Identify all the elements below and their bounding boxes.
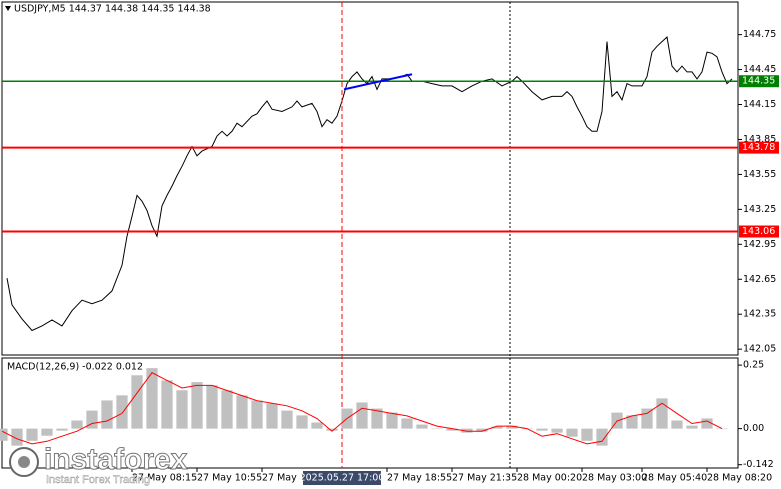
y-tick-label: 0.00 <box>743 423 764 434</box>
level-label: 144.35 <box>742 76 775 87</box>
y-tick-label: 143.55 <box>743 169 776 180</box>
y-tick-label: 0.25 <box>743 360 764 371</box>
histogram-bar <box>506 425 518 429</box>
histogram-bar <box>251 400 263 429</box>
histogram-bar <box>446 428 458 431</box>
time-highlight-label: 2025.05.27 17:00 <box>300 473 385 484</box>
level-label-box <box>739 225 779 238</box>
histogram-bar <box>626 415 638 429</box>
histogram-bar <box>581 428 593 441</box>
x-tick-label: 28 May 05:40 <box>642 473 707 484</box>
signal-line <box>1 372 723 445</box>
level-label: 143.78 <box>742 142 775 153</box>
y-tick-label: 143.85 <box>743 134 776 145</box>
histogram-bar <box>536 428 548 431</box>
histogram-bar <box>116 395 128 429</box>
main-plot-frame <box>1 1 739 356</box>
level-label-box <box>739 75 779 88</box>
x-tick-label: 27 May 13:35 <box>262 473 327 484</box>
histogram-bar <box>416 424 428 429</box>
histogram-bar <box>356 402 368 429</box>
histogram-bar <box>551 428 563 433</box>
histogram-bar <box>476 428 488 432</box>
histogram-bar <box>596 428 608 446</box>
histogram-bar <box>266 403 278 429</box>
histogram-bar <box>641 408 653 429</box>
level-label: 143.06 <box>742 226 775 237</box>
histogram-bar <box>221 390 233 429</box>
y-tick-label: 142.05 <box>743 344 776 355</box>
histogram-bar <box>131 375 143 429</box>
x-tick-label: 27 May 08:15 <box>132 473 197 484</box>
histogram-bar <box>56 428 68 431</box>
histogram-bar <box>371 408 383 429</box>
x-tick-label: 27 May 21:35 <box>452 473 517 484</box>
watermark-logo-core <box>18 456 30 468</box>
x-tick-label: 28 May 00:20 <box>517 473 582 484</box>
chart-title: USDJPY,M5 144.37 144.38 144.35 144.38 <box>14 4 211 15</box>
y-tick-label: -0.142 <box>743 459 774 470</box>
macd-plot-frame <box>1 357 739 469</box>
histogram-bar <box>701 418 713 429</box>
menu-arrow <box>5 6 11 11</box>
watermark-tagline: Instant Forex Trading <box>46 474 150 486</box>
y-tick-label: 142.65 <box>743 274 776 285</box>
x-tick-label: 28 May 08:20 <box>707 473 772 484</box>
histogram-bar <box>491 426 503 429</box>
y-tick-label: 142.95 <box>743 239 776 250</box>
histogram-bar <box>206 385 218 429</box>
histogram-bar <box>281 410 293 429</box>
time-highlight-box <box>303 471 381 485</box>
histogram-bar <box>671 420 683 429</box>
histogram-bar <box>461 428 473 433</box>
macd-title: MACD(12,26,9) -0.022 0.012 <box>7 362 143 373</box>
histogram-bar <box>41 428 53 436</box>
histogram-bar <box>191 382 203 429</box>
histogram-bar <box>716 428 728 430</box>
y-tick-label: 143.25 <box>743 204 776 215</box>
histogram-bar <box>296 415 308 429</box>
histogram-bar <box>326 428 338 431</box>
histogram-bar <box>401 418 413 429</box>
y-tick-label: 144.75 <box>743 29 776 40</box>
histogram-bar <box>656 398 668 429</box>
level-label-box <box>739 141 779 154</box>
histogram-bar <box>311 422 323 429</box>
histogram-bar <box>566 428 578 437</box>
trendline <box>343 73 413 91</box>
y-tick-label: 144.45 <box>743 64 776 75</box>
histogram-bar <box>431 428 443 430</box>
histogram-bar <box>71 420 83 429</box>
histogram-bar <box>86 410 98 429</box>
histogram-bar <box>146 368 158 429</box>
y-tick-label: 144.15 <box>743 99 776 110</box>
watermark-brand: instaforex <box>44 443 188 476</box>
histogram-bar <box>26 428 38 441</box>
y-tick-label: 142.35 <box>743 309 776 320</box>
histogram-bar <box>11 428 23 446</box>
x-tick-label: 28 May 03:00 <box>582 473 647 484</box>
histogram-bar <box>236 395 248 429</box>
histogram-bar <box>386 412 398 429</box>
histogram-bar <box>0 428 8 441</box>
histogram-bar <box>101 400 113 429</box>
histogram-bar <box>161 380 173 429</box>
histogram-bar <box>686 425 698 429</box>
x-tick-label: 27 May 18:55 <box>387 473 452 484</box>
x-tick-label: 27 May 10:55 <box>197 473 262 484</box>
histogram-bar <box>176 390 188 429</box>
